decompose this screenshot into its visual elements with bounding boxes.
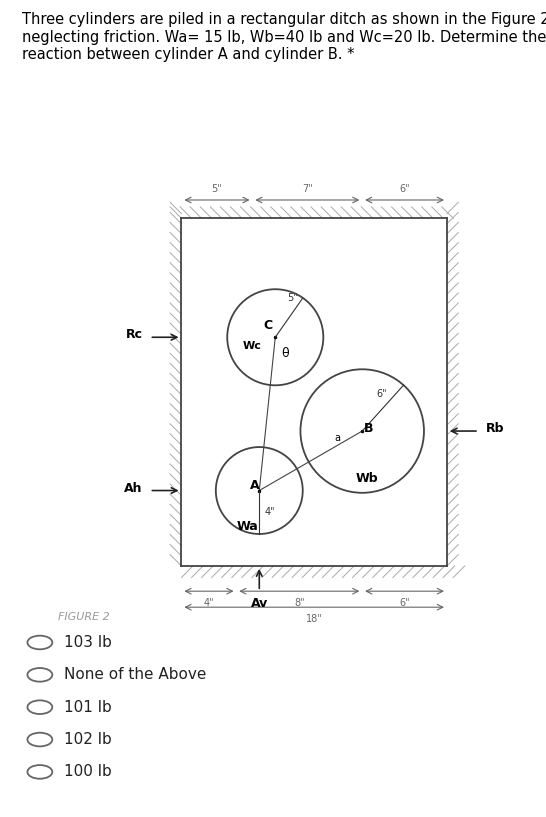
Text: Three cylinders are piled in a rectangular ditch as shown in the Figure 2
neglec: Three cylinders are piled in a rectangul… <box>22 12 546 62</box>
Text: 6": 6" <box>399 184 410 194</box>
Text: 4": 4" <box>204 598 214 608</box>
Text: 8": 8" <box>294 598 305 608</box>
Text: 18": 18" <box>306 614 323 624</box>
Text: Av: Av <box>251 597 268 610</box>
Text: 103 lb: 103 lb <box>64 635 112 650</box>
Text: C: C <box>264 319 273 333</box>
Text: a: a <box>334 433 340 443</box>
Text: Wa: Wa <box>237 520 259 534</box>
Text: 100 lb: 100 lb <box>64 765 112 779</box>
Text: Wb: Wb <box>355 472 378 485</box>
Text: FIGURE 2: FIGURE 2 <box>58 612 110 622</box>
Text: Ah: Ah <box>124 482 143 495</box>
Text: 102 lb: 102 lb <box>64 732 112 747</box>
Text: 5": 5" <box>287 293 298 303</box>
Text: None of the Above: None of the Above <box>64 667 207 682</box>
Text: B: B <box>364 422 374 435</box>
Text: 4": 4" <box>265 507 275 517</box>
Text: Rc: Rc <box>126 328 143 342</box>
Text: 5": 5" <box>212 184 222 194</box>
Text: Rb: Rb <box>486 422 505 435</box>
Text: 101 lb: 101 lb <box>64 699 112 715</box>
Text: 6": 6" <box>399 598 410 608</box>
Text: A: A <box>250 480 259 493</box>
Text: 7": 7" <box>302 184 313 194</box>
Text: Wc: Wc <box>242 342 262 351</box>
Text: θ: θ <box>281 347 288 360</box>
Text: 6": 6" <box>376 389 387 399</box>
